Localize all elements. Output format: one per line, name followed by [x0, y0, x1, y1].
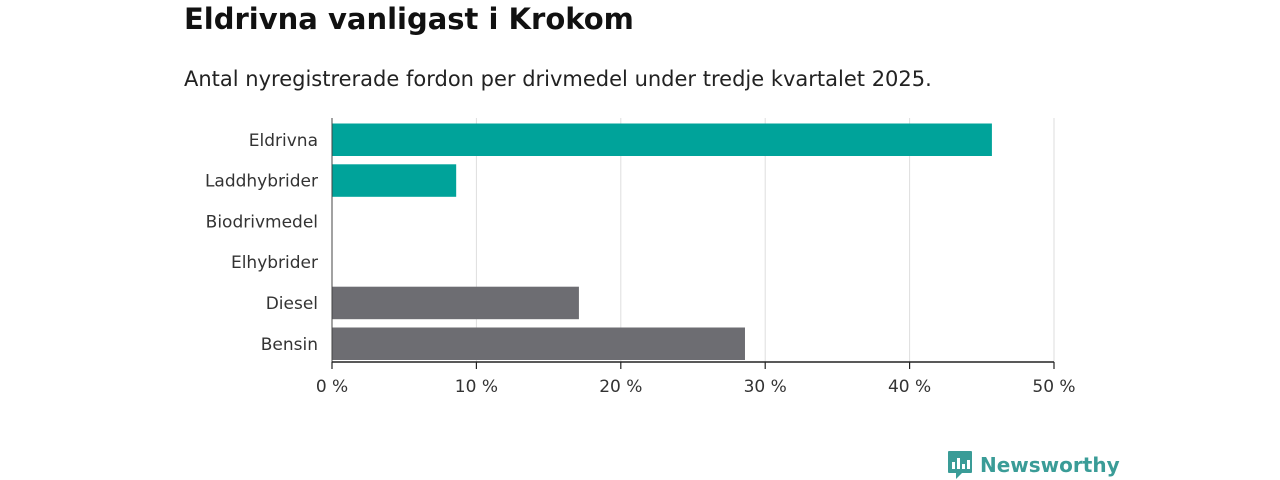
x-tick-label-10: 10 %	[455, 377, 498, 397]
category-label-bensin: Bensin	[261, 335, 318, 355]
chart-title: Eldrivna vanligast i Krokom	[184, 2, 634, 36]
x-tick-label-40: 40 %	[888, 377, 931, 397]
bar-diesel	[332, 286, 579, 320]
newsworthy-logo: Newsworthy	[947, 450, 1120, 480]
x-tick-label-50: 50 %	[1032, 377, 1075, 397]
category-labels: Eldrivna Laddhybrider Biodrivmedel Elhybrid…	[205, 131, 318, 355]
category-label-biodrivmedel: Biodrivmedel	[206, 212, 318, 232]
category-label-diesel: Diesel	[266, 294, 318, 314]
bars	[332, 123, 992, 360]
x-tick-label-20: 20 %	[599, 377, 642, 397]
x-tick-label-0: 0 %	[316, 377, 348, 397]
newsworthy-logo-text: Newsworthy	[980, 453, 1120, 477]
bar-laddhybrider	[332, 164, 457, 197]
category-label-elhybrider: Elhybrider	[231, 253, 318, 273]
bar-eldrivna	[332, 123, 992, 156]
category-label-laddhybrider: Laddhybrider	[205, 172, 318, 192]
newsworthy-logo-icon	[948, 451, 972, 479]
chart-subtitle: Antal nyregistrerade fordon per drivmede…	[184, 67, 932, 91]
x-axis: 0 % 10 % 20 % 30 % 40 % 50 %	[316, 118, 1076, 397]
category-label-eldrivna: Eldrivna	[249, 131, 318, 151]
x-tick-label-30: 30 %	[744, 377, 787, 397]
bar-bensin	[332, 327, 745, 360]
gridlines	[475, 118, 1055, 362]
